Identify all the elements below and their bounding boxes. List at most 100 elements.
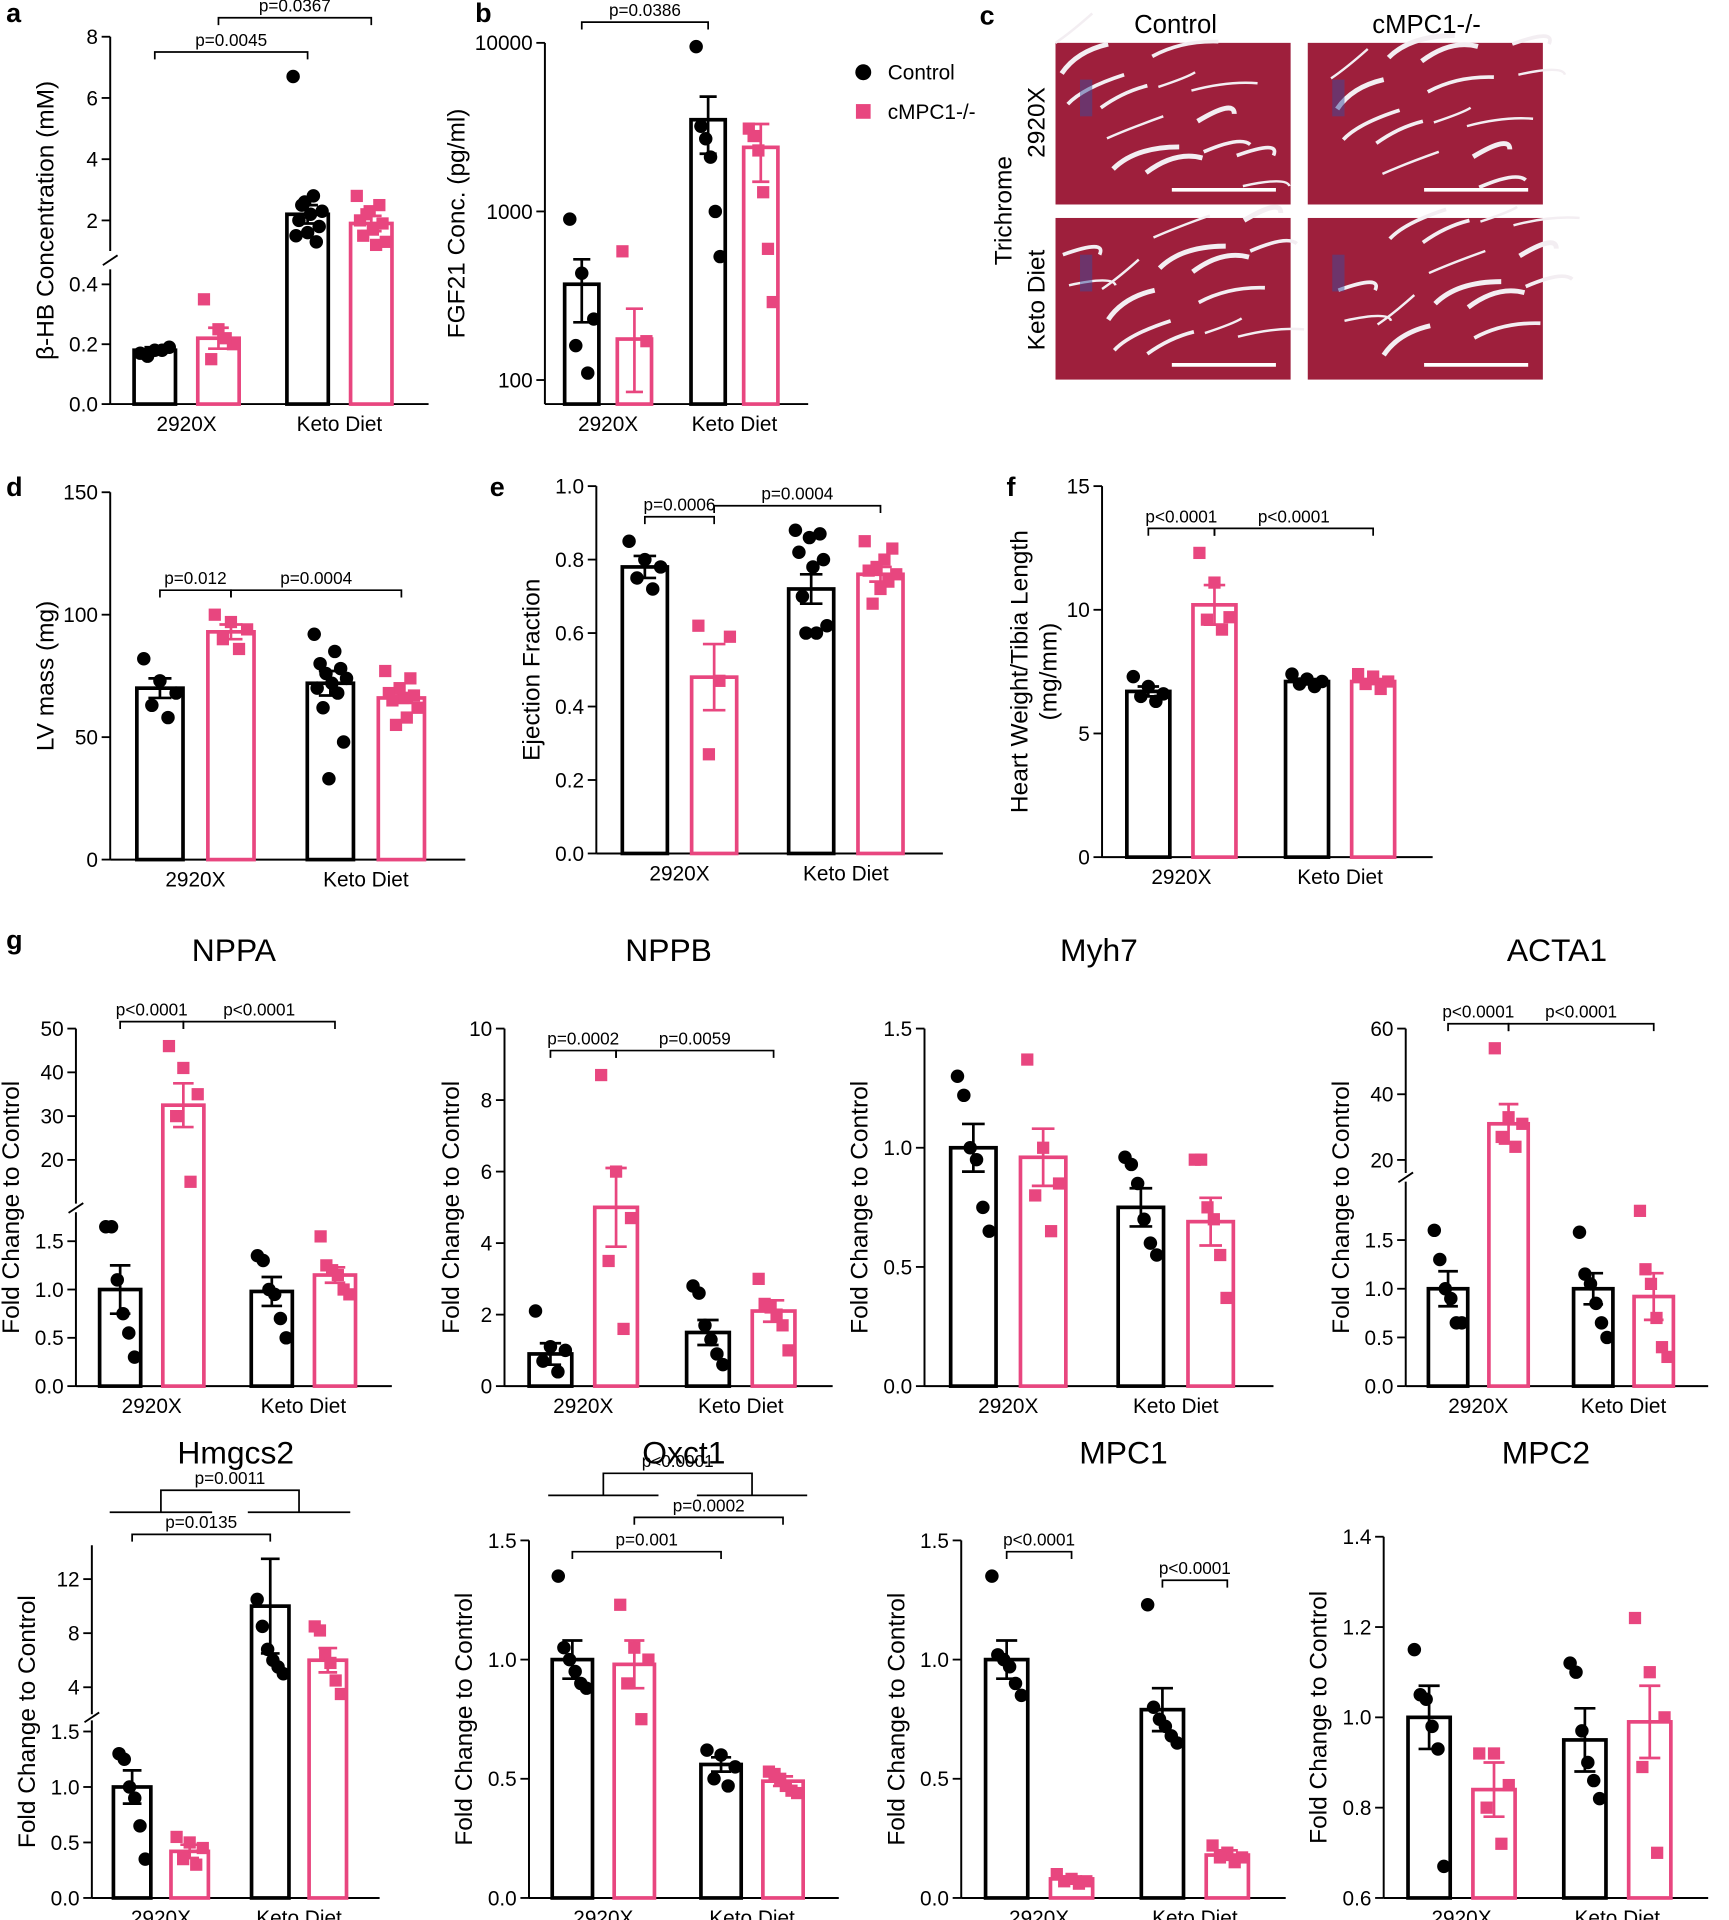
error-bar [625,307,643,394]
data-point [224,615,238,629]
bar [856,572,905,856]
data-point [404,672,417,685]
data-point [858,535,871,548]
y-tick-label: 0 [86,849,98,872]
tissue-gap [1151,39,1219,58]
data-point [389,718,403,732]
data-point [191,1088,204,1101]
data-point [1431,1742,1445,1756]
data-point [802,530,817,545]
x-tick-label: 2920X [1448,1395,1508,1418]
bracket-line [1005,1550,1073,1560]
tissue-gap [1433,106,1472,124]
data-point [379,235,392,248]
tissue-gap [1106,115,1164,140]
data-point [316,701,330,715]
bar [612,1662,657,1900]
data-point [1029,1189,1042,1202]
data-point [1583,1277,1598,1291]
significance-bracket: p=0.0059 [615,1028,775,1058]
data-point [1193,546,1206,560]
bracket-line [633,1516,784,1525]
data-point [813,527,827,541]
data-point [122,1780,137,1794]
data-point [617,1322,630,1336]
significance-bracket: p=0.0002 [547,1028,619,1058]
data-point [297,195,312,209]
chart-title: Myh7 [1060,932,1138,968]
data-point [716,1357,730,1372]
data-point [313,1624,327,1637]
p-value: p=0.0006 [644,495,716,515]
data-point [653,560,668,574]
y-axis-label: FGF21 Conc. (pg/ml) [444,109,471,339]
y-tick-label: 0.0 [69,393,98,416]
x-tick-label: 2920X [122,1395,182,1418]
y-axis-label: β-HB Concentration (mM) [32,81,59,360]
data-point [322,772,336,786]
data-point [319,1647,332,1660]
panel-letter: g [6,925,22,955]
tissue-gap [1146,330,1195,356]
data-point [723,630,737,643]
row-label: Keto Diet [1024,249,1051,350]
data-point [602,1254,615,1268]
data-point [820,618,834,633]
tissue-gap [1426,75,1494,94]
data-point [177,1852,190,1866]
data-point [1502,1778,1515,1792]
y-tick-label: 0 [481,1375,493,1398]
bar [948,1145,998,1388]
tissue-gap [1112,319,1172,352]
y-tick-label: 0.5 [488,1768,517,1791]
data-point [357,229,370,242]
data-point [640,335,653,348]
data-point [1124,1157,1139,1172]
data-point [816,552,831,567]
x-tick-label: 2920X [165,869,225,892]
y-axis-label: Ejection Fraction [518,579,545,761]
significance-bracket: p=0.0004 [713,484,882,514]
data-point [1134,689,1148,704]
data-point [1351,667,1365,681]
data-point [1195,1153,1208,1166]
data-point [1407,1642,1422,1657]
x-tick-label: 2920X [157,413,217,436]
data-point [1208,576,1221,589]
y-tick-label: 1.5 [35,1231,64,1254]
axis-break [68,1202,84,1214]
bar [1487,1121,1531,1388]
panel-letter: d [6,472,22,502]
y-tick-label: 0.0 [51,1887,80,1910]
data-point [1008,1676,1023,1691]
data-point [1650,1311,1663,1325]
tissue-stain [1080,254,1093,292]
tissue-gap [1204,317,1243,335]
tissue-gap [1513,216,1580,227]
tissue-gap [1242,204,1284,223]
data-point [286,69,300,84]
y-tick-label: 0.8 [555,549,584,572]
data-point [104,1220,119,1234]
y-tick-label: 4 [481,1232,493,1255]
data-point [1569,1665,1583,1679]
error-bar [1483,1761,1505,1819]
tissue-gap [1341,108,1401,141]
data-point [1220,1291,1233,1305]
p-value: p=0.0004 [761,484,833,504]
data-point [622,534,636,548]
data-point [710,1347,724,1361]
data-point [170,1830,183,1844]
tissue-gap [1191,252,1250,274]
tissue-gap [1473,321,1541,340]
error-bar [1639,1684,1661,1760]
significance-bracket: p<0.0001 [1145,506,1217,536]
data-point [1037,1141,1050,1154]
data-point [330,686,345,700]
x-tick-label: Keto Diet [709,1907,795,1920]
data-point [216,633,229,646]
significance-bracket: p<0.0001 [1507,1002,1655,1032]
data-point [1487,1747,1501,1760]
y-tick-label: 1.5 [1365,1229,1394,1252]
p-value: p=0.0135 [165,1512,237,1532]
